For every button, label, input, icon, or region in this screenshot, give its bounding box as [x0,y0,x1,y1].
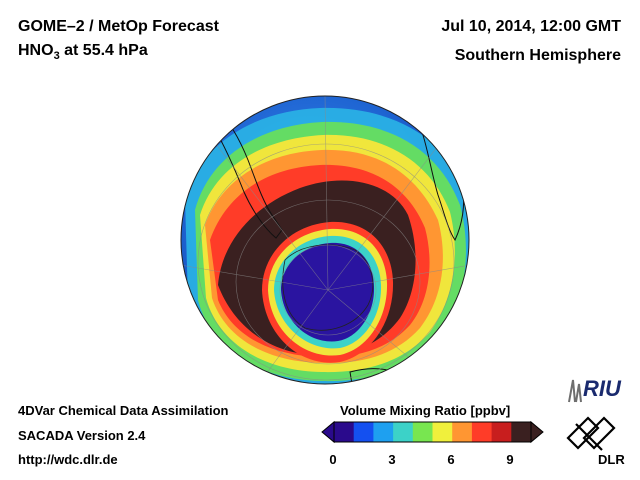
colorbar-segment [471,422,493,442]
colorbar-segment [373,422,394,442]
riu-logo-text: RIU [583,376,622,401]
footer-url[interactable]: http://wdc.dlr.de [18,452,118,467]
colorbar-segment [334,422,355,442]
colorbar-tick-3: 3 [388,452,396,467]
colorbar-tick-6: 6 [447,452,455,467]
species-label: HNO3 at 55.4 hPa [18,42,148,62]
hemisphere-label: Southern Hemisphere [454,47,621,64]
colorbar-right-arrow [530,420,544,444]
graticule [181,96,469,383]
forecast-date: Jul 10, 2014, 12:00 GMT [441,18,621,35]
colorbar-segment [491,422,512,442]
colorbar-tick-0: 0 [329,452,337,467]
colorbar-segment [353,422,374,442]
colorbar-segment [452,422,473,442]
vortex-core [281,242,375,342]
colorbar-left-arrow [321,420,335,444]
map-title: GOME–2 / MetOp Forecast [18,18,219,35]
riu-logo: RIU [568,376,622,403]
colorbar-segment [432,422,453,442]
species-prefix: HNO [18,42,54,59]
colorbar-segment [393,422,414,442]
footer-method: 4DVar Chemical Data Assimilation [18,403,229,418]
species-suffix: at 55.4 hPa [59,42,148,59]
dlr-logo: DLR [566,416,625,466]
dlr-logo-text: DLR [598,452,625,466]
colorbar [321,420,544,444]
species-subscript: 3 [53,50,60,63]
colorbar-tick-9: 9 [506,452,514,467]
colorbar-frame [333,421,532,443]
colorbar-segment [412,422,433,442]
colorbar-title: Volume Mixing Ratio [ppbv] [340,403,511,418]
globe-outline [180,95,470,385]
colorbar-segment [511,422,532,442]
footer-version: SACADA Version 2.4 [18,428,146,443]
south-america-outline [213,107,283,239]
